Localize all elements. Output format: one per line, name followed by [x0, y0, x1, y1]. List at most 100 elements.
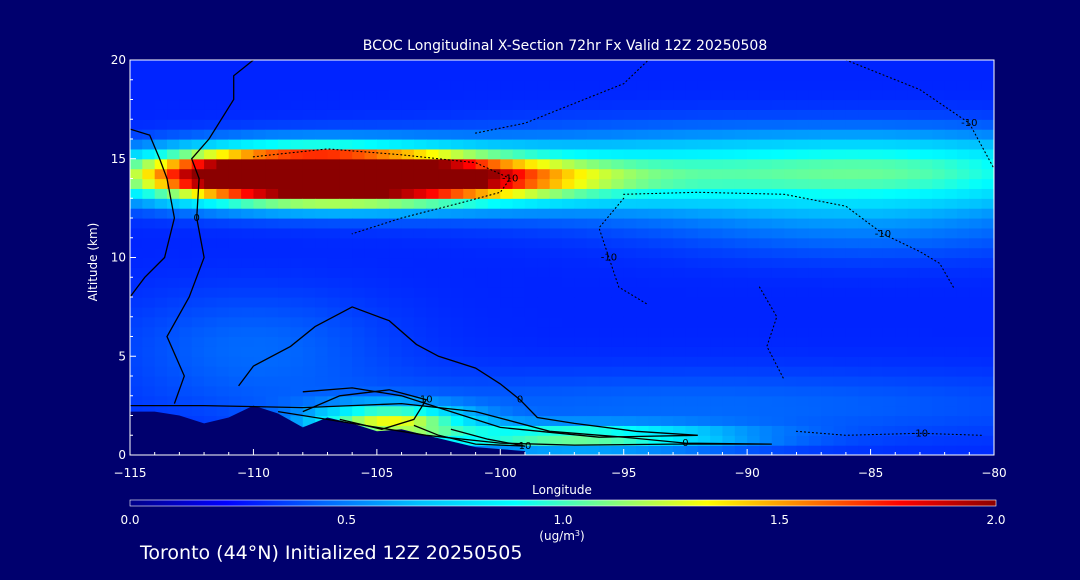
heatmap-cell	[858, 237, 872, 249]
heatmap-cell	[438, 376, 452, 387]
heatmap-cell	[413, 237, 427, 249]
heatmap-cell	[228, 257, 242, 268]
heatmap-cell	[623, 237, 637, 249]
heatmap-cell	[450, 415, 464, 426]
heatmap-cell	[339, 277, 353, 288]
contour-dotted-7	[623, 191, 956, 290]
heatmap-cell	[969, 277, 983, 288]
heatmap-cell	[623, 247, 637, 259]
heatmap-cell	[401, 326, 415, 338]
heatmap-cell	[315, 158, 329, 170]
heatmap-cell	[845, 227, 859, 239]
heatmap-cell	[771, 306, 785, 318]
heatmap-cell	[574, 188, 588, 199]
heatmap-cell	[734, 148, 748, 160]
heatmap-cell	[907, 297, 921, 308]
heatmap-cell	[278, 277, 292, 288]
heatmap-cell	[450, 158, 464, 170]
heatmap-cell	[648, 178, 662, 189]
contour-solid-4	[302, 389, 428, 430]
heatmap-cell	[932, 237, 946, 249]
heatmap-cell	[290, 297, 304, 308]
heatmap-cell	[969, 445, 983, 455]
heatmap-cell	[228, 316, 242, 328]
heatmap-cell	[315, 79, 329, 91]
heatmap-cell	[537, 168, 551, 180]
heatmap-cell	[919, 425, 933, 436]
heatmap-cell	[858, 257, 872, 268]
heatmap-cell	[401, 297, 415, 308]
heatmap-cell	[487, 109, 501, 120]
heatmap-cell	[636, 168, 649, 180]
heatmap-cell	[364, 109, 378, 120]
heatmap-cell	[907, 218, 921, 229]
heatmap-cell	[870, 148, 884, 160]
heatmap-cell	[512, 346, 526, 357]
heatmap-cell	[722, 287, 736, 298]
heatmap-cell	[870, 445, 884, 455]
heatmap-cell	[290, 109, 304, 120]
heatmap-cell	[870, 366, 884, 377]
heatmap-cell	[438, 326, 452, 338]
heatmap-cell	[747, 257, 761, 268]
heatmap-cell	[191, 89, 205, 101]
heatmap-cell	[537, 148, 551, 160]
heatmap-cell	[413, 99, 427, 110]
heatmap-cell	[130, 188, 143, 199]
heatmap-cell	[796, 306, 810, 318]
heatmap-cell	[487, 376, 501, 387]
heatmap-cell	[167, 247, 180, 259]
heatmap-cell	[364, 316, 378, 328]
heatmap-cell	[858, 316, 872, 328]
heatmap-cell	[179, 119, 193, 130]
heatmap-cell	[463, 237, 477, 249]
colorbar-tick-label: 2.0	[986, 513, 1005, 527]
heatmap-cell	[673, 60, 687, 71]
heatmap-cell	[636, 60, 649, 71]
heatmap-cell	[599, 188, 612, 199]
heatmap-cell	[315, 395, 329, 407]
heatmap-cell	[759, 257, 773, 268]
heatmap-cell	[549, 395, 563, 407]
heatmap-cell	[450, 277, 464, 288]
heatmap-cell	[352, 99, 366, 110]
heatmap-cell	[981, 139, 994, 150]
heatmap-cell	[450, 237, 464, 249]
heatmap-cell	[142, 198, 156, 209]
heatmap-cell	[697, 208, 711, 219]
heatmap-cell	[228, 119, 242, 130]
heatmap-cell	[216, 247, 230, 259]
heatmap-cell	[426, 306, 440, 318]
heatmap-cell	[327, 99, 341, 110]
heatmap-cell	[376, 227, 390, 239]
heatmap-cell	[315, 326, 329, 338]
heatmap-cell	[623, 218, 637, 229]
heatmap-cell	[932, 297, 946, 308]
heatmap-cell	[401, 316, 415, 328]
heatmap-cell	[586, 415, 600, 426]
heatmap-cell	[919, 277, 933, 288]
heatmap-cell	[981, 79, 994, 91]
heatmap-cell	[364, 178, 378, 189]
heatmap-cell	[586, 109, 600, 120]
heatmap-cell	[685, 267, 699, 278]
heatmap-cell	[376, 366, 390, 377]
heatmap-cell	[426, 208, 440, 219]
heatmap-cell	[845, 425, 859, 436]
heatmap-cell	[808, 287, 822, 298]
heatmap-cell	[302, 188, 316, 199]
heatmap-cell	[673, 306, 687, 318]
heatmap-cell	[969, 148, 983, 160]
heatmap-cell	[759, 218, 773, 229]
heatmap-cell	[364, 139, 378, 150]
contour-solid-3	[238, 306, 698, 438]
heatmap-cell	[500, 188, 514, 199]
heatmap-cell	[734, 346, 748, 357]
heatmap-cell	[549, 99, 563, 110]
heatmap-cell	[808, 129, 822, 140]
heatmap-cell	[290, 316, 304, 328]
heatmap-cell	[191, 158, 205, 170]
heatmap-cell	[599, 356, 612, 367]
heatmap-cell	[512, 395, 526, 407]
heatmap-cell	[623, 129, 637, 140]
